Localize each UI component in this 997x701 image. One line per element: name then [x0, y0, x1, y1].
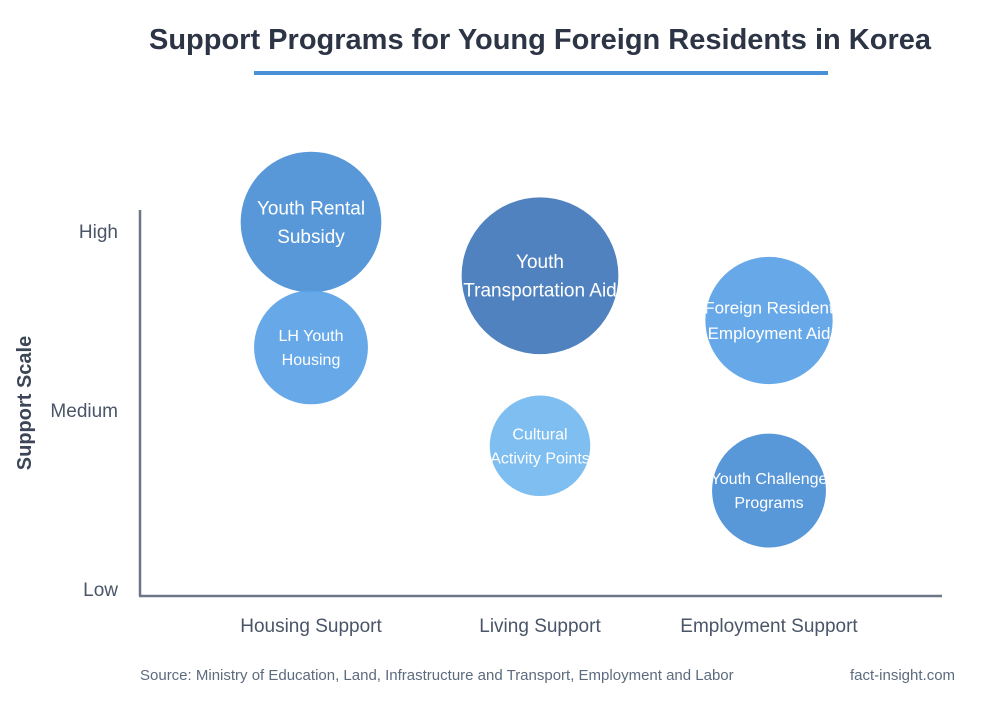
title-underline [254, 71, 828, 75]
bubble-circle [489, 395, 591, 497]
bubble-circle [254, 290, 368, 405]
y-axis-label: Support Scale [14, 336, 36, 470]
bubble-label: Activity Points [490, 450, 590, 467]
x-tick-label: Housing Support [240, 616, 382, 637]
bubble: Youth Rental Subsidy [240, 151, 382, 293]
bubble-chart: Youth Rental Subsidy LH Youth Housing Youth T… [14, 151, 942, 637]
site-credit: fact-insight.com [850, 667, 956, 684]
bubble-circle [461, 197, 619, 355]
bubble-label: Programs [734, 495, 803, 512]
bubble: Foreign Resident Employment Aid [704, 256, 834, 385]
y-tick-label: High [79, 222, 118, 243]
y-tick-labels: Low Medium High [50, 222, 118, 601]
bubble-label: LH Youth [279, 328, 344, 345]
bubble-circle [705, 256, 833, 385]
bubble-circle [240, 151, 382, 293]
x-tick-label: Living Support [479, 616, 601, 637]
bubble: Youth Transportation Aid [461, 197, 619, 355]
x-tick-label: Employment Support [680, 616, 858, 637]
chart-title: Support Programs for Young Foreign Resid… [148, 24, 931, 56]
bubble-label: Transportation Aid [463, 281, 617, 302]
bubble-label: Cultural [512, 426, 567, 443]
y-tick-label: Medium [50, 401, 118, 422]
bubble-label: Foreign Resident [704, 299, 834, 318]
bubble: LH Youth Housing [254, 290, 368, 405]
bubble: Youth Challenge Programs [711, 433, 828, 548]
bubble: Cultural Activity Points [489, 395, 591, 497]
bubble-label: Housing [282, 352, 341, 369]
bubble-label: Youth Challenge [711, 471, 828, 488]
bubble-circle [712, 433, 826, 548]
bubble-layer: Youth Rental Subsidy LH Youth Housing Youth T… [240, 151, 834, 548]
y-tick-label: Low [83, 580, 118, 601]
bubble-label: Subsidy [277, 227, 345, 248]
bubble-label: Youth [516, 252, 564, 273]
bubble-label: Youth Rental [257, 198, 365, 219]
x-tick-labels: Housing Support Living Support Employment … [240, 616, 858, 637]
source-note: Source: Ministry of Education, Land, Inf… [140, 667, 734, 684]
bubble-label: Employment Aid [708, 324, 831, 343]
